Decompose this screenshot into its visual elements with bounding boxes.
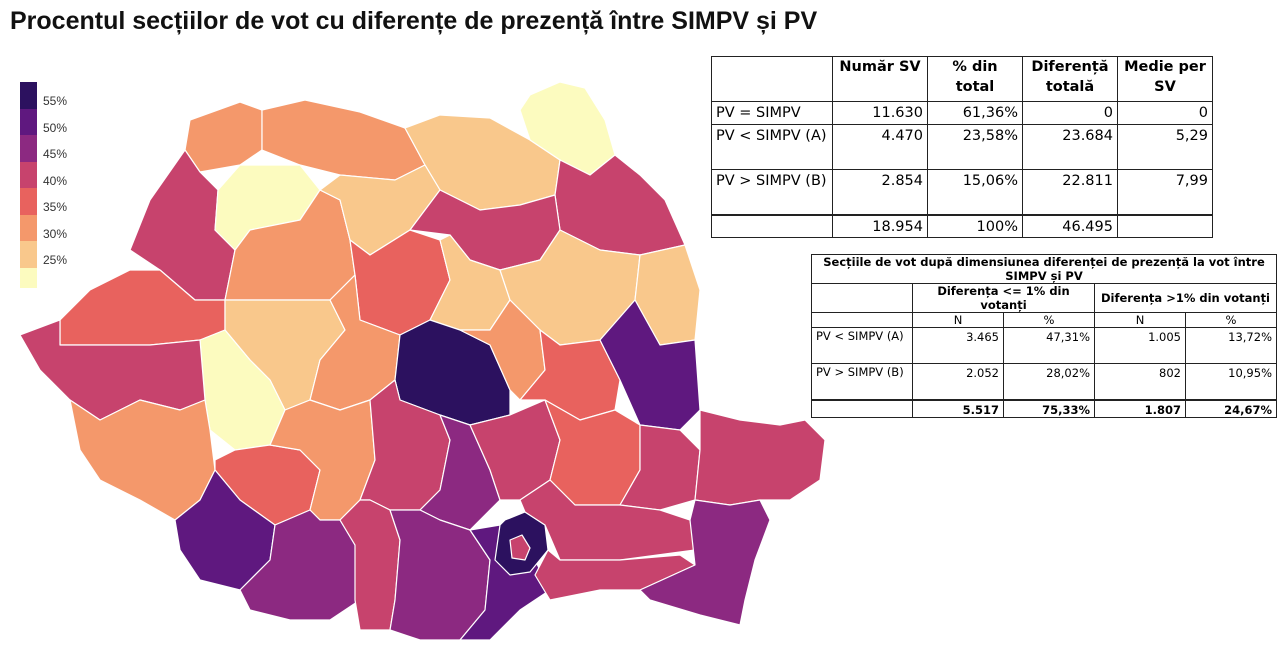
table-title: Secțiile de vot după dimensiunea diferen… (811, 254, 1277, 284)
cell: 0 (1117, 101, 1213, 125)
legend-swatch (20, 267, 37, 288)
county-tulcea[interactable] (694, 409, 826, 506)
row-label (811, 398, 913, 418)
cell: 2.052 (912, 363, 1004, 400)
cell (1117, 214, 1213, 238)
cell: 24,67% (1185, 398, 1277, 418)
legend-row: 45% (20, 135, 100, 162)
county-satu-mare[interactable] (184, 101, 263, 173)
legend-swatch (20, 82, 37, 109)
row-label: PV > SIMPV (B) (711, 169, 833, 216)
cell: 1.005 (1094, 327, 1186, 364)
county-constanta[interactable] (639, 499, 771, 626)
row-label: PV < SIMPV (A) (811, 327, 913, 364)
cell: 4.470 (832, 124, 928, 170)
cell: 23,58% (927, 124, 1023, 170)
table-row: PV < SIMPV (A) 3.465 47,31% 1.005 13,72% (811, 327, 1277, 364)
row-label (711, 214, 833, 238)
header-cell (811, 283, 913, 313)
county-braila[interactable] (619, 424, 701, 511)
table-row: PV > SIMPV (B) 2.052 28,02% 802 10,95% (811, 363, 1277, 400)
cell: 22.811 (1022, 169, 1118, 216)
map-title: Procentul secțiilor de vot cu diferențe … (10, 7, 818, 35)
legend-label-50: 50% (43, 120, 68, 135)
cell: 23.684 (1022, 124, 1118, 170)
cell: 0 (1022, 101, 1118, 125)
color-legend: 55% 50% 45% 40% 35% 30% 25% (20, 82, 100, 288)
county-caras[interactable] (69, 399, 216, 521)
group-header: Diferența <= 1% din votanți (912, 283, 1095, 313)
legend-swatch (20, 188, 37, 215)
header-cell: Diferență totală (1022, 56, 1118, 102)
cell: 3.465 (912, 327, 1004, 364)
cell: 61,36% (927, 101, 1023, 125)
cell: 11.630 (832, 101, 928, 125)
subheader-cell: N (912, 312, 1004, 328)
header-cell (711, 56, 833, 102)
cell: 2.854 (832, 169, 928, 216)
cell: 7,99 (1117, 169, 1213, 216)
county-bucuresti[interactable] (509, 534, 531, 561)
row-label: PV < SIMPV (A) (711, 124, 833, 170)
cell: 5,29 (1117, 124, 1213, 170)
cell: 10,95% (1185, 363, 1277, 400)
table-row: PV = SIMPV 11.630 61,36% 0 0 (711, 101, 1213, 125)
legend-swatch (20, 214, 37, 241)
cell: 46.495 (1022, 214, 1118, 238)
legend-row: 25% (20, 241, 100, 268)
summary-table: Număr SV % din total Diferență totală Me… (711, 56, 1213, 238)
legend-row: 30% (20, 214, 100, 241)
cell: 47,31% (1003, 327, 1095, 364)
cell: 5.517 (912, 398, 1004, 418)
legend-row: 35% (20, 188, 100, 215)
table-total-row: 18.954 100% 46.495 (711, 214, 1213, 238)
cell: 75,33% (1003, 398, 1095, 418)
cell: 802 (1094, 363, 1186, 400)
cell: 100% (927, 214, 1023, 238)
legend-row: 40% (20, 161, 100, 188)
legend-label-55: 55% (43, 94, 68, 108)
difference-size-table: Secțiile de vot după dimensiunea diferen… (811, 254, 1277, 418)
legend-swatch (20, 108, 37, 135)
table-title-row: Secțiile de vot după dimensiunea diferen… (811, 254, 1277, 284)
row-label: PV > SIMPV (B) (811, 363, 913, 400)
subheader-cell: N (1094, 312, 1186, 328)
legend-label-25: 25% (43, 253, 68, 267)
table-header-row: Număr SV % din total Diferență totală Me… (711, 56, 1213, 102)
legend-label-45: 45% (43, 147, 68, 161)
legend-row: 50% (20, 108, 100, 135)
row-label: PV = SIMPV (711, 101, 833, 125)
table-group-row: Diferența <= 1% din votanți Diferența >1… (811, 283, 1277, 313)
legend-label-35: 35% (43, 200, 68, 214)
subheader-cell: % (1185, 312, 1277, 328)
cell: 18.954 (832, 214, 928, 238)
cell: 13,72% (1185, 327, 1277, 364)
table-row: PV < SIMPV (A) 4.470 23,58% 23.684 5,29 (711, 124, 1213, 170)
legend-swatch (20, 161, 37, 188)
header-cell: % din total (927, 56, 1023, 102)
legend-label-30: 30% (43, 226, 68, 241)
table-subheader-row: N % N % (811, 312, 1277, 328)
table-total-row: 5.517 75,33% 1.807 24,67% (811, 398, 1277, 418)
cell: 1.807 (1094, 398, 1186, 418)
romania-county-map (19, 81, 826, 641)
header-cell: Medie per SV (1117, 56, 1213, 102)
group-header: Diferența >1% din votanți (1094, 283, 1277, 313)
table-row: PV > SIMPV (B) 2.854 15,06% 22.811 7,99 (711, 169, 1213, 216)
cell: 15,06% (927, 169, 1023, 216)
legend-swatch (20, 135, 37, 162)
legend-swatch (20, 241, 37, 268)
legend-row: 55% (20, 82, 100, 109)
header-cell: Număr SV (832, 56, 928, 102)
header-cell (811, 312, 913, 328)
legend-row (20, 267, 100, 288)
cell: 28,02% (1003, 363, 1095, 400)
subheader-cell: % (1003, 312, 1095, 328)
legend-label-40: 40% (43, 173, 68, 188)
